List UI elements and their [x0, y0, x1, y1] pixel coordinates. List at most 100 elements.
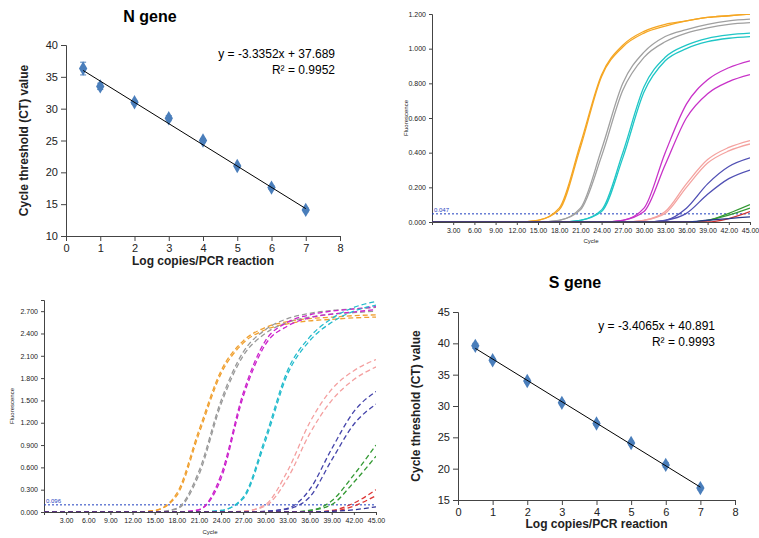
amplification-curve	[432, 61, 750, 222]
tick-mark	[686, 222, 687, 225]
tick-mark	[61, 77, 66, 78]
tick-label: 9.00	[489, 227, 503, 234]
x-axis-title: Log copies/PCR reaction	[525, 517, 667, 531]
tick-label: 1.800	[20, 375, 38, 382]
axis-line	[61, 46, 67, 237]
tick: 9.00	[489, 222, 503, 234]
data-point	[558, 396, 566, 410]
axis-line	[429, 15, 433, 223]
tick-mark	[527, 500, 528, 505]
panel: 3.006.009.0012.0015.0018.0021.0024.0027.…	[9, 301, 385, 536]
tick: 3	[166, 236, 172, 254]
tick-label: 25	[438, 431, 450, 443]
tick: 20	[46, 166, 66, 178]
tick-label: 7	[698, 506, 704, 518]
axis-line	[45, 513, 377, 516]
amplification-curve	[44, 310, 376, 512]
tick-label: 40	[438, 337, 450, 349]
amplification-curve	[432, 23, 750, 222]
tick-label: 12.00	[124, 517, 142, 524]
tick: 3	[559, 500, 565, 518]
tick: 39.00	[323, 512, 341, 524]
tick-label: 3	[559, 506, 565, 518]
tick-label: 21.00	[191, 517, 209, 524]
tick-label: 15.00	[530, 227, 548, 234]
tick-mark	[623, 222, 624, 225]
tick-mark	[700, 500, 701, 505]
plot-area	[44, 301, 376, 512]
tick-mark	[61, 45, 66, 46]
tick-mark	[340, 236, 341, 241]
tick: 6.00	[82, 512, 96, 524]
tick: 30.00	[257, 512, 275, 524]
tick-mark	[474, 222, 475, 225]
tick-mark	[310, 512, 311, 515]
amplification-curve	[44, 445, 376, 512]
tick: 8	[337, 236, 343, 254]
tick: 20	[438, 463, 458, 475]
tick: 7	[303, 236, 309, 254]
trend-line	[475, 348, 700, 487]
amplification-curve	[44, 490, 376, 512]
tick-label: 15	[46, 198, 58, 210]
tick: 12.00	[509, 222, 527, 234]
amplification-curve	[432, 158, 750, 222]
tick-mark	[644, 222, 645, 225]
plot-area	[471, 339, 704, 496]
tick-label: 1	[98, 242, 104, 254]
tick: 15.00	[146, 512, 164, 524]
tick-label: 3.00	[447, 227, 461, 234]
tick-label: 25	[46, 135, 58, 147]
x-axis-title: Cycle	[583, 238, 599, 244]
tick: 27.00	[235, 512, 253, 524]
tick-mark	[41, 356, 44, 357]
tick-mark	[61, 109, 66, 110]
y-axis: 10152025303540	[46, 39, 67, 242]
y-axis-title: Cycle threshold (CT) value	[17, 64, 31, 216]
tick: 7	[698, 500, 704, 518]
tick: 24.00	[593, 222, 611, 234]
tick-mark	[562, 500, 563, 505]
amplification-curve	[432, 19, 750, 222]
tick-label: 30	[438, 400, 450, 412]
x-axis: 3.006.009.0012.0015.0018.0021.0024.0027.…	[433, 222, 759, 234]
tick-label: 33.00	[279, 517, 297, 524]
tick-mark	[306, 236, 307, 241]
axis-line	[41, 301, 45, 513]
tick-mark	[61, 141, 66, 142]
panel: 01234567810152025303540N geneLog copies/…	[17, 8, 344, 268]
amplification-curve	[44, 404, 376, 512]
tick-label: 39.00	[699, 227, 717, 234]
tick-label: 1.500	[20, 397, 38, 404]
tick-mark	[41, 490, 44, 491]
tick-mark	[602, 222, 603, 225]
tick-mark	[708, 222, 709, 225]
tick-label: 4	[200, 242, 206, 254]
data-point	[471, 339, 479, 353]
annotation: y = -3.4065x + 40.891	[598, 319, 715, 333]
tick-label: 6.00	[468, 227, 482, 234]
tick-label: 21.00	[572, 227, 590, 234]
y-axis: 0.0000.3000.6000.9001.2001.5001.8002.100…	[20, 301, 44, 516]
tick-label: 20	[46, 166, 58, 178]
tick-label: 18.00	[169, 517, 187, 524]
tick-label: 0	[455, 506, 461, 518]
amplification-curve	[432, 144, 750, 222]
tick-mark	[135, 236, 136, 241]
tick: 1.500	[20, 397, 44, 404]
tick-label: 4	[594, 506, 600, 518]
amplification-curve	[44, 305, 376, 512]
tick: 0.200	[408, 184, 432, 191]
x-axis: 012345678	[455, 500, 738, 518]
tick-mark	[61, 172, 66, 173]
tick-label: 42.00	[721, 227, 739, 234]
amplification-curve	[432, 205, 750, 222]
tick-mark	[41, 333, 44, 334]
axis-line	[67, 237, 341, 242]
tick-mark	[61, 236, 66, 237]
tick-mark	[88, 512, 89, 515]
tick: 0.600	[408, 115, 432, 122]
tick: 1.800	[20, 375, 44, 382]
tick-mark	[559, 222, 560, 225]
tick-label: 33.00	[657, 227, 675, 234]
